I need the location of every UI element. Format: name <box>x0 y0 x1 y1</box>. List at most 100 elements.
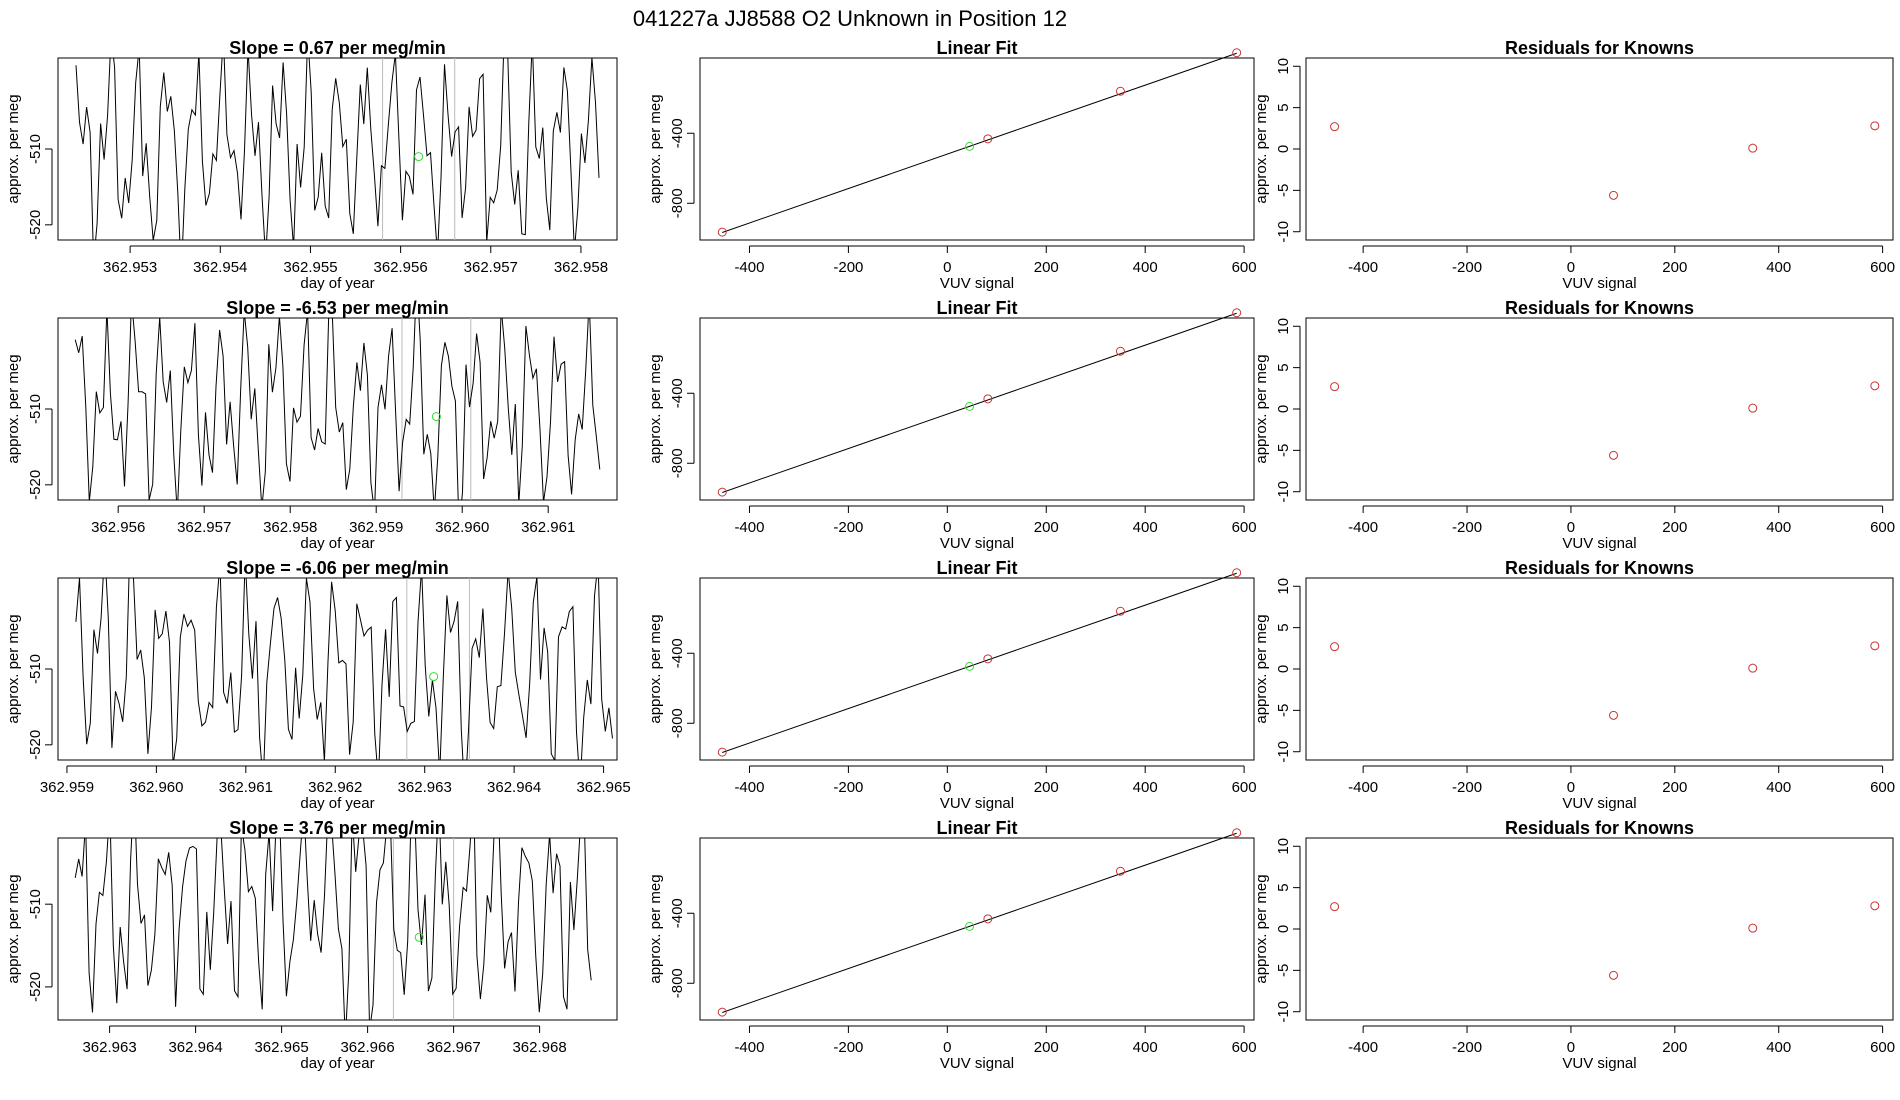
residual-point <box>1748 143 1758 153</box>
y-tick-label: -400 <box>669 638 686 668</box>
residual-point <box>1330 902 1340 912</box>
plot-frame <box>57 57 618 241</box>
panel-fit-row3: Linear Fit -400 -200 0 200 400 600 VUV signal -8… <box>647 558 1257 812</box>
plot-frame <box>57 577 618 761</box>
unknown-point <box>965 141 975 151</box>
y-tick-label: 0 <box>1275 665 1292 673</box>
regression-line <box>722 52 1237 233</box>
panel-time-row2: Slope = -6.53 per meg/min 362.956 362.957 3… <box>5 298 618 552</box>
plot-frame <box>57 317 618 501</box>
y-tick-label: -520 <box>27 972 44 1002</box>
x-tick-label: -400 <box>1348 1039 1378 1056</box>
y-tick-label: -510 <box>27 394 44 424</box>
x-tick-label: 362.957 <box>464 259 518 276</box>
x-tick-label: 362.964 <box>168 1039 222 1056</box>
x-tick-label: 400 <box>1133 519 1158 536</box>
unknown-point <box>414 152 424 162</box>
y-tick-label: -10 <box>1275 481 1292 503</box>
x-axis-label: day of year <box>300 795 374 812</box>
y-tick-label: -510 <box>27 654 44 684</box>
y-tick-label: 10 <box>1275 838 1292 855</box>
regression-line <box>722 312 1237 493</box>
x-tick-label: 600 <box>1870 519 1895 536</box>
residual-point <box>1330 122 1340 132</box>
y-tick-label: -5 <box>1275 184 1292 197</box>
x-axis-label: VUV signal <box>1562 275 1636 292</box>
x-tick-label: -200 <box>1452 779 1482 796</box>
y-tick-label: 0 <box>1275 145 1292 153</box>
x-tick-label: 400 <box>1766 779 1791 796</box>
x-tick-label: 362.953 <box>103 259 157 276</box>
y-tick-label: -10 <box>1275 1001 1292 1023</box>
plot-title: Linear Fit <box>936 38 1017 58</box>
x-tick-label: 362.961 <box>521 519 575 536</box>
plot-frame <box>699 837 1255 1021</box>
x-tick-label: 362.963 <box>82 1039 136 1056</box>
known-point <box>983 134 993 144</box>
y-tick-label: -400 <box>669 378 686 408</box>
y-tick-label: -520 <box>27 730 44 760</box>
x-tick-label: 362.959 <box>40 779 94 796</box>
x-tick-label: -200 <box>833 779 863 796</box>
plot-title: Slope = -6.06 per meg/min <box>226 558 449 578</box>
regression-line <box>722 572 1237 753</box>
x-tick-label: 200 <box>1662 259 1687 276</box>
plot-title: Linear Fit <box>936 298 1017 318</box>
residual-point <box>1870 381 1880 391</box>
y-tick-label: 10 <box>1275 578 1292 595</box>
x-tick-label: 400 <box>1133 259 1158 276</box>
known-point <box>717 227 727 237</box>
signal-trace <box>75 578 613 760</box>
y-tick-label: -520 <box>27 210 44 240</box>
signal-trace <box>75 58 600 240</box>
known-point <box>1115 866 1125 876</box>
x-axis-label: VUV signal <box>940 1055 1014 1072</box>
plot-frame <box>1305 57 1894 241</box>
x-tick-label: -200 <box>1452 259 1482 276</box>
x-tick-label: 362.959 <box>349 519 403 536</box>
unknown-point <box>429 672 439 682</box>
y-tick-label: 0 <box>1275 405 1292 413</box>
x-tick-label: 200 <box>1034 1039 1059 1056</box>
residual-point <box>1609 450 1619 460</box>
panel-time-row4: Slope = 3.76 per meg/min 362.963 362.964 36… <box>5 818 618 1072</box>
signal-trace <box>74 318 601 500</box>
y-axis-label: approx. per meg <box>647 94 664 203</box>
known-point <box>983 914 993 924</box>
x-tick-label: 600 <box>1232 259 1257 276</box>
x-tick-label: 362.961 <box>219 779 273 796</box>
x-tick-label: 362.958 <box>263 519 317 536</box>
x-tick-label: 200 <box>1662 519 1687 536</box>
x-tick-label: 0 <box>1567 1039 1575 1056</box>
residual-point <box>1330 642 1340 652</box>
x-tick-label: 362.956 <box>373 259 427 276</box>
panel-fit-row1: Linear Fit -400 -200 0 200 400 600 VUV signal -8… <box>647 38 1257 292</box>
y-tick-label: -800 <box>669 448 686 478</box>
y-axis-label: approx. per meg <box>5 874 22 983</box>
y-tick-label: -800 <box>669 708 686 738</box>
unknown-point <box>965 661 975 671</box>
residual-point <box>1609 970 1619 980</box>
x-axis-label: VUV signal <box>940 535 1014 552</box>
plot-frame <box>1305 317 1894 501</box>
x-axis-label: day of year <box>300 275 374 292</box>
panel-grid: Slope = 0.67 per meg/min 362.953 362.954 36… <box>5 38 1895 1072</box>
panel-time-row1: Slope = 0.67 per meg/min 362.953 362.954 36… <box>5 38 618 292</box>
unknown-point <box>431 412 441 422</box>
x-tick-label: 362.960 <box>129 779 183 796</box>
x-tick-label: -400 <box>734 259 764 276</box>
x-tick-label: 0 <box>1567 259 1575 276</box>
y-tick-label: -5 <box>1275 964 1292 977</box>
x-tick-label: 362.965 <box>576 779 630 796</box>
y-axis-label: approx. per meg <box>5 94 22 203</box>
x-tick-label: 600 <box>1232 519 1257 536</box>
unknown-point <box>414 932 424 942</box>
y-tick-label: 10 <box>1275 318 1292 335</box>
residual-point <box>1748 403 1758 413</box>
y-tick-label: 10 <box>1275 58 1292 75</box>
x-tick-label: 600 <box>1870 259 1895 276</box>
residual-point <box>1870 641 1880 651</box>
x-tick-label: -400 <box>734 1039 764 1056</box>
x-tick-label: 362.955 <box>283 259 337 276</box>
